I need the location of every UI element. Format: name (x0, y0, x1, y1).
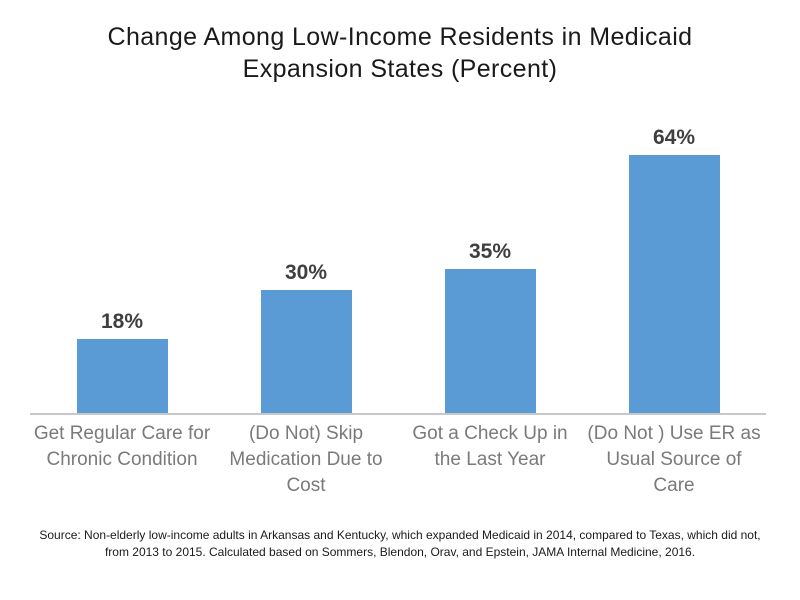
category-label: Get Regular Care for Chronic Condition (33, 423, 211, 470)
category-axis: Get Regular Care for Chronic Condition (D… (30, 421, 766, 499)
source-note: Source: Non-elderly low-income adults in… (39, 528, 761, 559)
plot-area: 18% 30% 35% 64% (30, 126, 766, 415)
bar-slot: 18% (30, 126, 214, 413)
bar (628, 155, 720, 413)
bar (76, 339, 168, 413)
bar-slot: 64% (582, 126, 766, 413)
category-label: Got a Check Up in the Last Year (412, 423, 568, 470)
bar-value-label: 64% (652, 126, 696, 149)
bar-value-label: 35% (468, 240, 512, 263)
category-label: (Do Not ) Use ER as Usual Source of Care (587, 423, 761, 496)
category-label: (Do Not) Skip Medication Due to Cost (229, 423, 383, 496)
bar-value-label: 30% (284, 261, 328, 284)
bar-slot: 35% (398, 126, 582, 413)
chart-title: Change Among Low-Income Residents in Med… (107, 23, 693, 83)
bar-value-label: 18% (100, 310, 144, 333)
bar-slot: 30% (214, 126, 398, 413)
bar (260, 290, 352, 413)
bar (444, 269, 536, 413)
